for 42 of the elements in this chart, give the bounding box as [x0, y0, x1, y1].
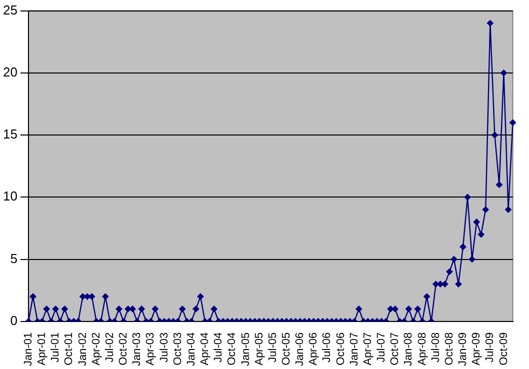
x-tick-label: Jan-04	[185, 332, 198, 366]
x-tick-label: Oct-09	[498, 332, 510, 366]
x-tick-label: Apr-07	[362, 332, 374, 366]
x-tick-label: Jul-06	[321, 332, 334, 362]
x-tick-label: Oct-07	[389, 332, 402, 366]
x-tick-label: Oct-08	[443, 332, 456, 366]
x-tick-label: Oct-05	[280, 332, 293, 366]
x-tick-label: Jan-03	[131, 332, 144, 366]
y-tick-label: 15	[2, 126, 18, 142]
x-tick-label: Jul-05	[266, 332, 279, 362]
x-tick-label: Oct-01	[63, 332, 76, 366]
y-tick-label: 10	[2, 188, 18, 204]
x-tick-label: Jan-06	[294, 332, 306, 366]
x-tick-label: Jul-08	[430, 332, 442, 362]
x-tick-label: Jul-01	[50, 332, 62, 362]
x-tick-label: Jul-07	[376, 332, 388, 362]
x-tick-label: Apr-09	[470, 332, 483, 366]
x-tick-label: Jan-05	[240, 332, 252, 366]
x-tick-label: Oct-04	[226, 332, 238, 366]
x-tick-label: Jan-07	[348, 332, 360, 366]
y-tick-label: 5	[10, 250, 18, 266]
x-tick-label: Apr-05	[253, 332, 266, 366]
x-tick-label: Apr-06	[308, 332, 320, 366]
x-tick-label: Apr-01	[36, 332, 48, 366]
y-tick-label: 0	[10, 312, 18, 328]
x-tick-label: Oct-03	[172, 332, 184, 366]
x-tick-label: Jan-01	[22, 332, 34, 366]
y-tick-label: 25	[2, 2, 18, 18]
x-tick-label: Apr-04	[199, 332, 212, 366]
x-tick-label: Apr-08	[416, 332, 428, 366]
x-tick-label: Jul-04	[212, 332, 225, 362]
x-tick-label: Apr-02	[90, 332, 102, 366]
x-tick-label: Jul-09	[484, 332, 496, 362]
x-tick-label: Oct-06	[334, 332, 347, 366]
x-tick-label: Oct-02	[118, 332, 130, 366]
x-tick-label: Jul-02	[104, 332, 116, 362]
x-tick-label: Jan-08	[402, 332, 415, 366]
x-tick-label: Apr-03	[144, 332, 157, 366]
y-tick-label: 20	[2, 64, 18, 80]
x-tick-label: Jul-03	[158, 332, 170, 362]
x-tick-label: Jan-09	[457, 332, 470, 366]
x-tick-label: Jan-02	[76, 332, 89, 366]
